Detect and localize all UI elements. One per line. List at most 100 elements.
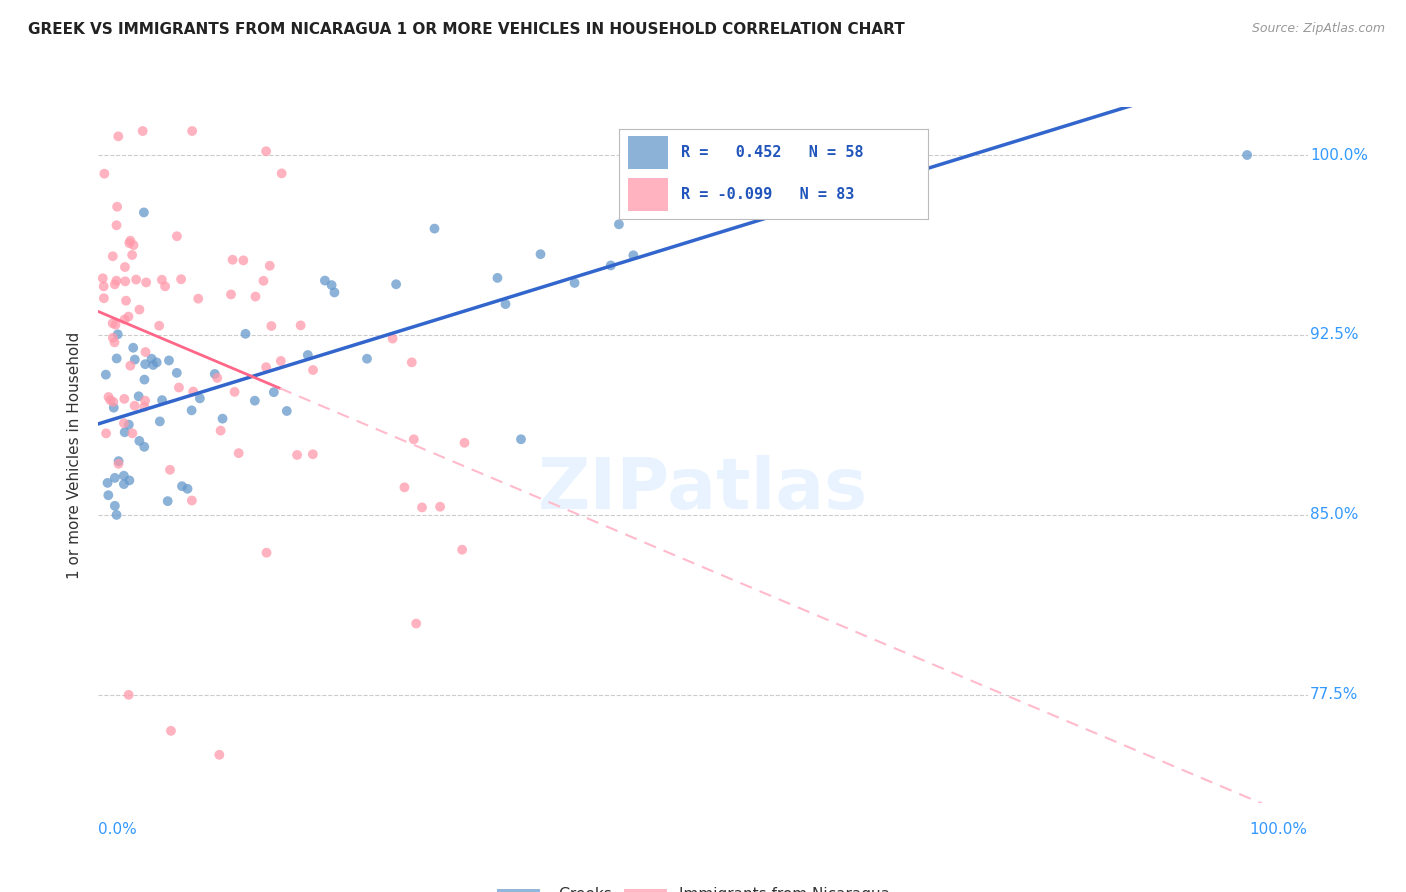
Point	[529, 247, 551, 261]
Point	[132, 205, 155, 219]
Point	[134, 400, 156, 414]
Point	[188, 392, 211, 406]
Point	[243, 393, 266, 408]
Point	[134, 373, 156, 387]
Point	[160, 723, 183, 738]
Point	[405, 616, 427, 631]
Point	[122, 341, 145, 355]
Point	[101, 316, 124, 330]
Point	[157, 353, 180, 368]
Point	[209, 424, 232, 438]
Point	[104, 277, 127, 292]
Point	[381, 332, 404, 346]
Point	[128, 434, 150, 448]
Point	[107, 129, 129, 144]
Point	[134, 357, 156, 371]
Text: R =   0.452   N = 58: R = 0.452 N = 58	[681, 145, 863, 160]
Point	[94, 368, 117, 382]
Point	[290, 318, 312, 333]
Text: 77.5%: 77.5%	[1310, 688, 1358, 702]
Text: Greeks: Greeks	[558, 887, 612, 892]
Point	[125, 272, 148, 286]
Point	[252, 274, 274, 288]
Point	[181, 384, 204, 399]
Point	[270, 354, 292, 368]
Point	[167, 380, 190, 394]
Point	[402, 433, 425, 447]
Point	[510, 432, 533, 446]
Point	[599, 259, 621, 273]
Text: 0.0%: 0.0%	[98, 822, 138, 837]
Point	[276, 404, 298, 418]
Point	[564, 276, 586, 290]
Point	[124, 399, 146, 413]
Point	[181, 124, 204, 138]
Bar	[624, 889, 666, 892]
Point	[112, 392, 135, 406]
Point	[429, 500, 451, 514]
Point	[166, 229, 188, 244]
Point	[385, 277, 408, 292]
Point	[114, 274, 136, 288]
Point	[180, 403, 202, 417]
Point	[245, 289, 267, 303]
Point	[1236, 148, 1258, 162]
Point	[112, 468, 135, 483]
Text: 85.0%: 85.0%	[1310, 508, 1358, 523]
Point	[302, 363, 325, 377]
Point	[104, 471, 127, 485]
Text: Immigrants from Nicaragua: Immigrants from Nicaragua	[679, 887, 890, 892]
Point	[180, 493, 202, 508]
Point	[112, 416, 135, 430]
Point	[93, 167, 115, 181]
Point	[96, 475, 118, 490]
Point	[401, 355, 423, 369]
Point	[207, 371, 229, 385]
Point	[260, 318, 283, 333]
Point	[256, 546, 278, 560]
Point	[128, 302, 150, 317]
Point	[112, 477, 135, 491]
Point	[411, 500, 433, 515]
Point	[128, 389, 150, 403]
Point	[91, 271, 114, 285]
Point	[118, 688, 141, 702]
Point	[453, 435, 475, 450]
Y-axis label: 1 or more Vehicles in Household: 1 or more Vehicles in Household	[67, 331, 83, 579]
Point	[314, 274, 336, 288]
Text: GREEK VS IMMIGRANTS FROM NICARAGUA 1 OR MORE VEHICLES IN HOUSEHOLD CORRELATION C: GREEK VS IMMIGRANTS FROM NICARAGUA 1 OR …	[28, 22, 905, 37]
Point	[118, 236, 141, 251]
Point	[97, 390, 120, 404]
Point	[105, 219, 128, 233]
Point	[321, 278, 343, 293]
Point	[105, 351, 128, 366]
Point	[170, 479, 193, 493]
Point	[103, 401, 125, 415]
Point	[105, 200, 128, 214]
Point	[115, 293, 138, 308]
Point	[159, 463, 181, 477]
Point	[204, 367, 226, 381]
Point	[120, 359, 142, 373]
Point	[121, 248, 143, 262]
Point	[121, 426, 143, 441]
Point	[423, 221, 446, 235]
Point	[224, 384, 246, 399]
Point	[208, 747, 231, 762]
Point	[486, 271, 509, 285]
Point	[232, 253, 254, 268]
Point	[187, 292, 209, 306]
Point	[104, 318, 127, 332]
Point	[254, 360, 277, 375]
Point	[107, 454, 129, 468]
Point	[394, 480, 416, 494]
Point	[613, 160, 636, 174]
Point	[114, 260, 136, 274]
Point	[97, 488, 120, 502]
Point	[117, 310, 139, 324]
Point	[356, 351, 378, 366]
Point	[451, 542, 474, 557]
Point	[107, 457, 129, 471]
Text: 100.0%: 100.0%	[1310, 147, 1368, 162]
Point	[170, 272, 193, 286]
